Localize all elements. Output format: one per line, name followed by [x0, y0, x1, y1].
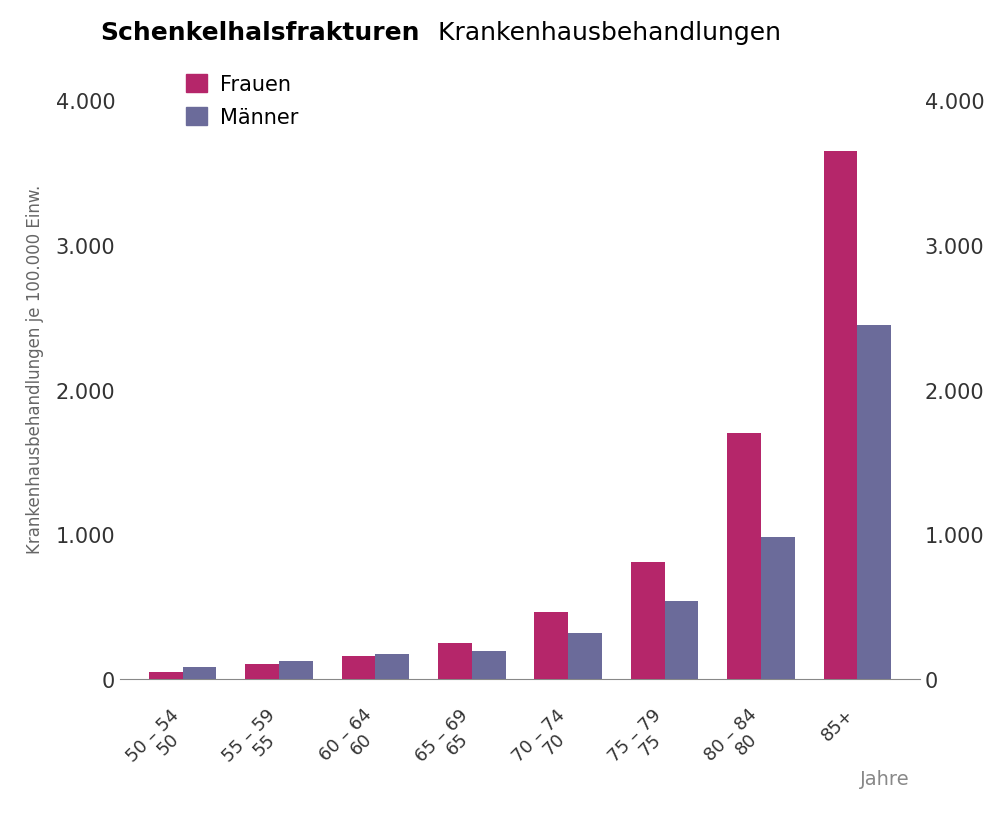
Bar	[857, 325, 891, 679]
Text: 60 – 64: 60 – 64	[316, 705, 375, 764]
Text: Jahre: Jahre	[860, 769, 910, 787]
Text: Krankenhausbehandlungen: Krankenhausbehandlungen	[430, 21, 781, 45]
Bar	[568, 633, 602, 679]
Text: 70: 70	[539, 729, 568, 758]
Bar	[342, 656, 375, 679]
Text: 80 – 84: 80 – 84	[702, 705, 761, 764]
Bar	[824, 152, 857, 679]
Bar	[761, 537, 795, 679]
Bar	[665, 601, 698, 679]
Text: 75 – 79: 75 – 79	[605, 705, 665, 764]
Text: Schenkelhalsfrakturen: Schenkelhalsfrakturen	[100, 21, 420, 45]
Bar	[375, 654, 409, 679]
Text: 50 – 54: 50 – 54	[123, 705, 183, 764]
Bar	[472, 651, 506, 679]
Text: 65 – 69: 65 – 69	[412, 705, 472, 764]
Y-axis label: Krankenhausbehandlungen je 100.000 Einw.: Krankenhausbehandlungen je 100.000 Einw.	[26, 184, 44, 553]
Text: 80: 80	[732, 729, 761, 758]
Text: 70 – 74: 70 – 74	[509, 705, 568, 764]
Text: 55 – 59: 55 – 59	[219, 705, 279, 764]
Text: 75: 75	[636, 729, 665, 758]
Bar	[438, 643, 472, 679]
Bar	[245, 665, 279, 679]
Bar	[727, 433, 761, 679]
Text: 65: 65	[443, 729, 472, 758]
Bar	[631, 562, 665, 679]
Bar	[149, 672, 183, 679]
Bar	[534, 613, 568, 679]
Text: 60: 60	[347, 729, 375, 758]
Legend: Frauen, Männer: Frauen, Männer	[186, 75, 298, 128]
Text: 85+: 85+	[818, 705, 857, 744]
Bar	[183, 667, 216, 679]
Bar	[279, 662, 313, 679]
Text: 55: 55	[250, 729, 279, 758]
Text: 50: 50	[154, 729, 183, 758]
